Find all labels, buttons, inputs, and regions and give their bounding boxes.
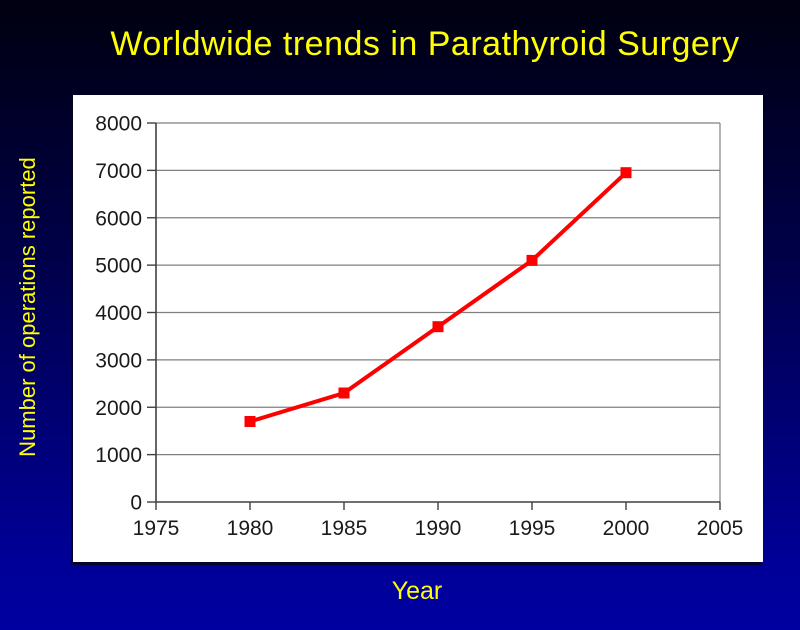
x-tick-label: 1995	[509, 517, 556, 540]
x-tick-label: 1975	[133, 517, 180, 540]
data-point-marker	[526, 254, 538, 266]
data-point-marker	[338, 387, 350, 399]
x-tick-label: 2005	[697, 517, 744, 540]
chart-svg: 0 1000 2000 3000 4000 5000 6000 7000 8000 1975 198…	[95, 113, 744, 541]
y-tick-label: 7000	[95, 160, 142, 183]
y-tick-label: 6000	[95, 207, 142, 230]
y-tick-label: 3000	[95, 349, 142, 372]
x-tick-label: 1985	[321, 517, 368, 540]
data-point-marker	[620, 167, 632, 179]
y-tick-label: 1000	[95, 444, 142, 467]
slide-title: Worldwide trends in Parathyroid Surgery	[110, 25, 740, 63]
y-tick-label: 0	[130, 492, 142, 515]
chart-panel: 0 1000 2000 3000 4000 5000 6000 7000 8000 1975 198…	[73, 95, 763, 562]
y-tick-label: 4000	[95, 302, 142, 325]
x-tick-label: 2000	[603, 517, 650, 540]
data-line	[249, 171, 628, 424]
data-point-marker	[432, 321, 444, 333]
y-axis-title: Number of operations reported	[15, 157, 40, 457]
y-tick-label: 2000	[95, 397, 142, 420]
x-axis-title: Year	[391, 577, 443, 605]
x-tick-label: 1980	[227, 517, 274, 540]
y-tick-label: 8000	[95, 113, 142, 136]
y-tick-label: 5000	[95, 255, 142, 278]
data-point-marker	[244, 416, 256, 427]
x-tick-label: 1990	[415, 517, 462, 540]
